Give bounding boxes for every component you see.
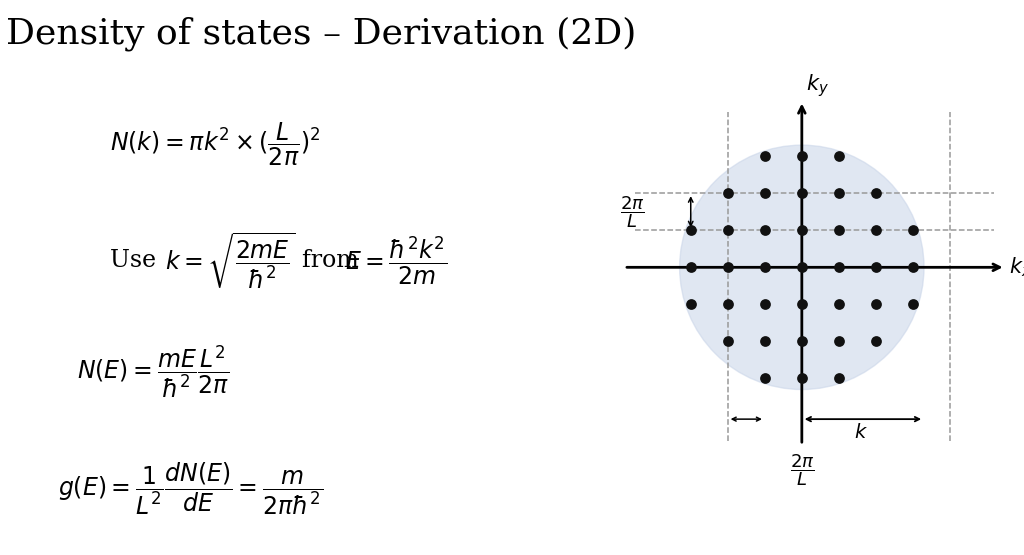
Point <box>867 300 884 309</box>
Point <box>905 300 922 309</box>
Point <box>830 189 847 198</box>
Point <box>830 300 847 309</box>
Point <box>905 226 922 235</box>
Text: $g(E) = \dfrac{1}{L^2}\dfrac{dN(E)}{dE} = \dfrac{m}{2\pi\hbar^2}$: $g(E) = \dfrac{1}{L^2}\dfrac{dN(E)}{dE} … <box>58 460 324 517</box>
Point <box>830 152 847 160</box>
Point <box>757 337 773 346</box>
Point <box>757 374 773 383</box>
Point <box>757 300 773 309</box>
Text: $E = \dfrac{\hbar^2 k^2}{2m}$: $E = \dfrac{\hbar^2 k^2}{2m}$ <box>345 235 447 287</box>
Point <box>867 263 884 272</box>
Text: $\dfrac{2\pi}{L}$: $\dfrac{2\pi}{L}$ <box>790 452 814 488</box>
Point <box>867 226 884 235</box>
Text: from: from <box>287 249 374 273</box>
Point <box>757 263 773 272</box>
Text: $k_x$: $k_x$ <box>1010 255 1024 279</box>
Circle shape <box>680 145 924 390</box>
Point <box>794 337 810 346</box>
Point <box>830 337 847 346</box>
Text: $k = \sqrt{\dfrac{2mE}{\hbar^2}}$: $k = \sqrt{\dfrac{2mE}{\hbar^2}}$ <box>165 231 295 291</box>
Point <box>683 226 699 235</box>
Point <box>867 337 884 346</box>
Text: Use: Use <box>110 249 171 273</box>
Point <box>830 263 847 272</box>
Text: $k_y$: $k_y$ <box>806 72 829 99</box>
Point <box>794 300 810 309</box>
Point <box>794 263 810 272</box>
Point <box>720 226 736 235</box>
Point <box>794 152 810 160</box>
Point <box>757 152 773 160</box>
Point <box>794 374 810 383</box>
Point <box>794 189 810 198</box>
Point <box>720 263 736 272</box>
Point <box>683 263 699 272</box>
Point <box>720 189 736 198</box>
Text: $\dfrac{2\pi}{L}$: $\dfrac{2\pi}{L}$ <box>621 194 645 230</box>
Point <box>757 189 773 198</box>
Text: $N(k) = \pi k^2 \times (\dfrac{L}{2\pi})^2$: $N(k) = \pi k^2 \times (\dfrac{L}{2\pi})… <box>110 120 321 168</box>
Point <box>720 337 736 346</box>
Text: $k$: $k$ <box>854 422 868 442</box>
Point <box>830 226 847 235</box>
Point <box>720 300 736 309</box>
Point <box>905 263 922 272</box>
Point <box>830 374 847 383</box>
Point <box>757 226 773 235</box>
Text: $N(E) = \dfrac{mE}{\hbar^2}\dfrac{L^2}{2\pi}$: $N(E) = \dfrac{mE}{\hbar^2}\dfrac{L^2}{2… <box>78 344 230 400</box>
Point <box>867 189 884 198</box>
Text: Density of states – Derivation (2D): Density of states – Derivation (2D) <box>6 17 637 51</box>
Point <box>794 226 810 235</box>
Point <box>683 300 699 309</box>
